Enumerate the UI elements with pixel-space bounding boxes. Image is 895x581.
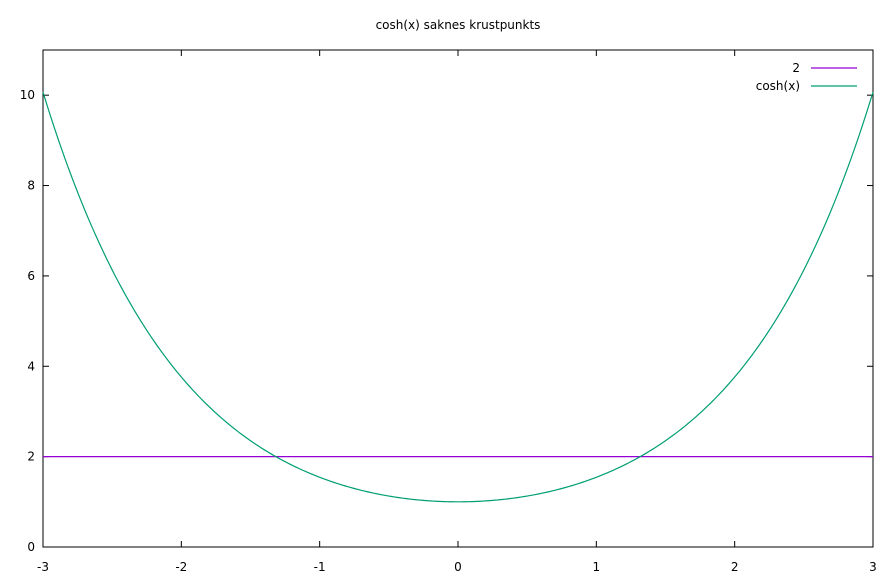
series-lines: [42, 91, 874, 503]
y-tick-label: 8: [27, 179, 35, 193]
y-tick-label: 2: [27, 450, 35, 464]
series-line-1: [42, 91, 874, 503]
x-tick-label: 0: [454, 560, 462, 574]
x-tick-label: 1: [593, 560, 601, 574]
y-tick-label: 0: [27, 540, 35, 554]
x-tick-label: -1: [314, 560, 326, 574]
y-tick-label: 10: [20, 88, 35, 102]
legend-label: cosh(x): [756, 79, 800, 93]
legend-label: 2: [792, 61, 800, 75]
chart-title: cosh(x) saknes krustpunkts: [376, 18, 541, 32]
y-tick-label: 4: [27, 359, 35, 373]
x-tick-label: 2: [731, 560, 739, 574]
y-tick-label: 6: [27, 269, 35, 283]
x-tick-label: 3: [869, 560, 877, 574]
ticks: [42, 50, 874, 548]
tick-labels: -3 -2 -1 0 1 2 3 0 2 4 6 8 10: [20, 88, 877, 574]
x-tick-label: -3: [37, 560, 49, 574]
legend: 2 cosh(x): [756, 61, 857, 93]
x-tick-label: -2: [175, 560, 187, 574]
plot-frame: [42, 49, 874, 548]
